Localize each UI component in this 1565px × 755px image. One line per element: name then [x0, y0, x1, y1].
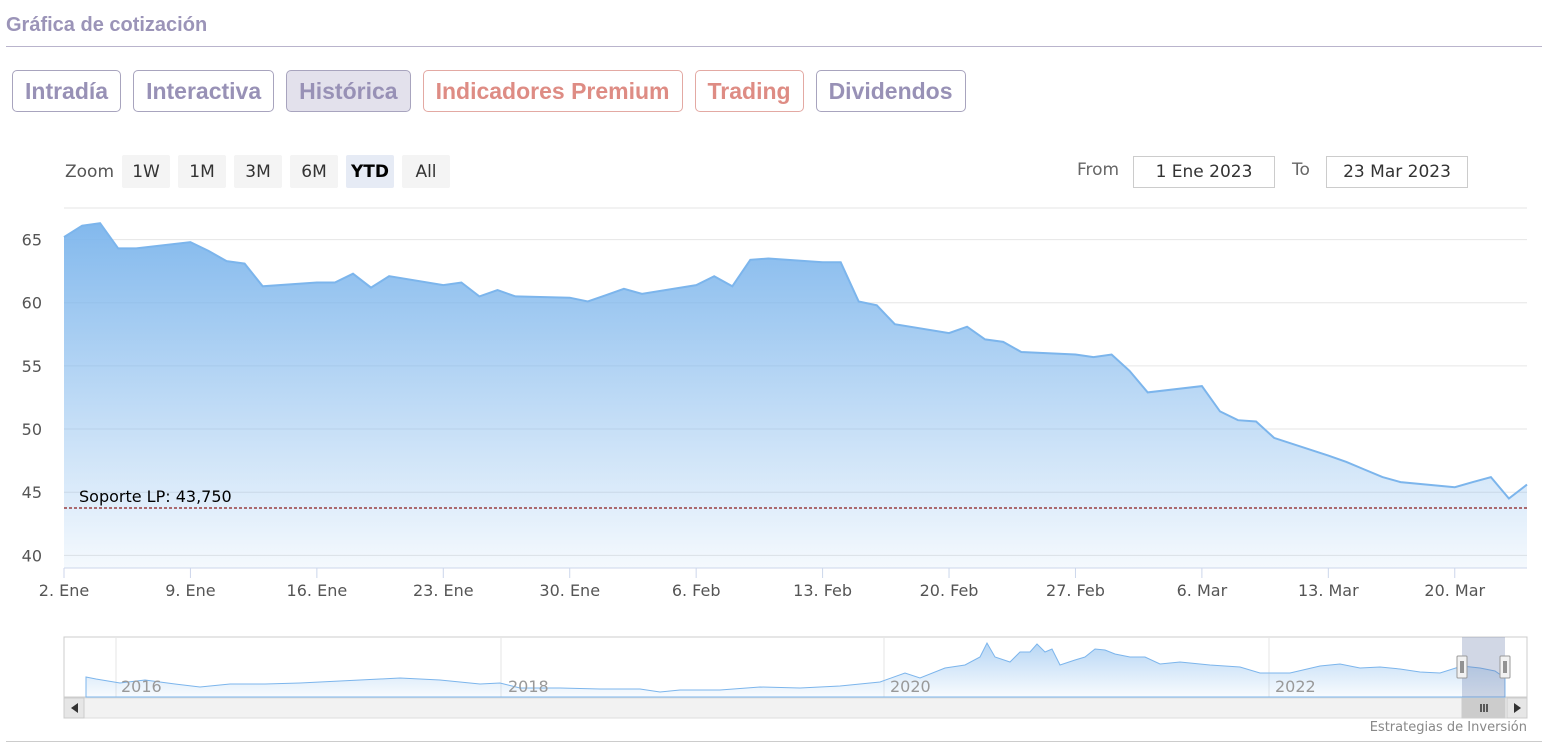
navigator: 2016 2018 2020 2022	[63, 636, 1528, 698]
navigator-year-label: 2020	[890, 677, 931, 696]
tab-trading[interactable]: Trading	[694, 70, 804, 112]
x-tick-label: 20. Feb	[920, 581, 979, 600]
navigator-frame	[63, 636, 1528, 698]
widget-title: Gráfica de cotización	[6, 14, 208, 36]
tab-historica[interactable]: Histórica	[286, 70, 411, 112]
series-area-fill	[64, 223, 1527, 568]
x-axis: 2. Ene 9. Ene 16. Ene 23. Ene 30. Ene 6. Feb 1…	[39, 568, 1486, 600]
tab-intradia[interactable]: Intradía	[12, 70, 122, 112]
y-tick-label: 45	[22, 483, 42, 502]
scrollbar	[63, 697, 1528, 719]
x-tick-label: 27. Feb	[1046, 581, 1105, 600]
range-to-label: To	[1292, 160, 1310, 180]
y-tick-label: 55	[22, 357, 42, 376]
scrollbar-left-button[interactable]	[63, 697, 85, 719]
x-tick-label: 9. Ene	[165, 581, 215, 600]
scrollbar-right-button[interactable]	[1506, 697, 1528, 719]
y-axis: 40 45 50 55 60 65	[22, 231, 42, 566]
x-tick-label: 2. Ene	[39, 581, 89, 600]
scrollbar-track	[63, 697, 1528, 719]
navigator-left-handle[interactable]	[1456, 655, 1468, 679]
x-tick-label: 6. Mar	[1177, 581, 1228, 600]
range-from-label: From	[1077, 160, 1120, 180]
navigator-series	[85, 641, 1506, 698]
series-line	[63, 222, 1528, 500]
y-tick-label: 50	[22, 420, 42, 439]
range-from-input[interactable]: 1 Ene 2023	[1133, 156, 1275, 188]
support-annotation: Soporte LP: 43,750	[64, 487, 1527, 509]
x-tick-label: 20. Mar	[1424, 581, 1485, 600]
scroll-right-arrow-icon	[1514, 703, 1521, 713]
range-to-input[interactable]: 23 Mar 2023	[1326, 156, 1468, 188]
scroll-left-arrow-icon	[71, 703, 78, 713]
x-tick-label: 6. Feb	[672, 581, 721, 600]
y-tick-label: 60	[22, 294, 42, 313]
chart-credit[interactable]: Estrategias de Inversión	[1369, 720, 1527, 735]
navigator-year-label: 2018	[508, 677, 549, 696]
zoom-label: Zoom	[65, 162, 115, 182]
navigator-right-handle[interactable]	[1499, 655, 1511, 679]
navigator-selection	[1462, 637, 1505, 697]
zoom-all-button[interactable]: All	[402, 155, 450, 188]
tab-interactiva[interactable]: Interactiva	[133, 70, 275, 112]
navigator-year-label: 2016	[121, 677, 162, 696]
tab-bar: Intradía Interactiva Histórica Indicador…	[12, 70, 966, 112]
tab-indicadores-premium[interactable]: Indicadores Premium	[422, 70, 683, 112]
x-tick-label: 13. Mar	[1298, 581, 1359, 600]
navigator-grid	[115, 637, 1270, 697]
y-tick-label: 65	[22, 231, 42, 250]
grid-lines	[64, 239, 1527, 556]
zoom-6m-button[interactable]: 6M	[290, 155, 338, 188]
x-tick-label: 16. Ene	[287, 581, 348, 600]
zoom-ytd-button[interactable]: YTD	[346, 155, 394, 188]
x-tick-label: 23. Ene	[413, 581, 474, 600]
zoom-3m-button[interactable]: 3M	[234, 155, 282, 188]
tab-dividendos[interactable]: Dividendos	[815, 70, 966, 112]
zoom-1w-button[interactable]: 1W	[122, 155, 170, 188]
series-area	[63, 222, 1528, 568]
y-tick-label: 40	[22, 546, 42, 565]
zoom-1m-button[interactable]: 1M	[178, 155, 226, 188]
x-tick-label: 13. Feb	[793, 581, 852, 600]
support-label: Soporte LP: 43,750	[79, 487, 232, 506]
zoom-buttons: 1W 1M 3M 6M YTD All	[122, 155, 450, 188]
x-tick-label: 30. Ene	[539, 581, 600, 600]
navigator-year-label: 2022	[1275, 677, 1316, 696]
bottom-divider	[6, 741, 1542, 742]
scrollbar-thumb[interactable]	[1461, 697, 1506, 719]
title-divider	[6, 46, 1542, 47]
